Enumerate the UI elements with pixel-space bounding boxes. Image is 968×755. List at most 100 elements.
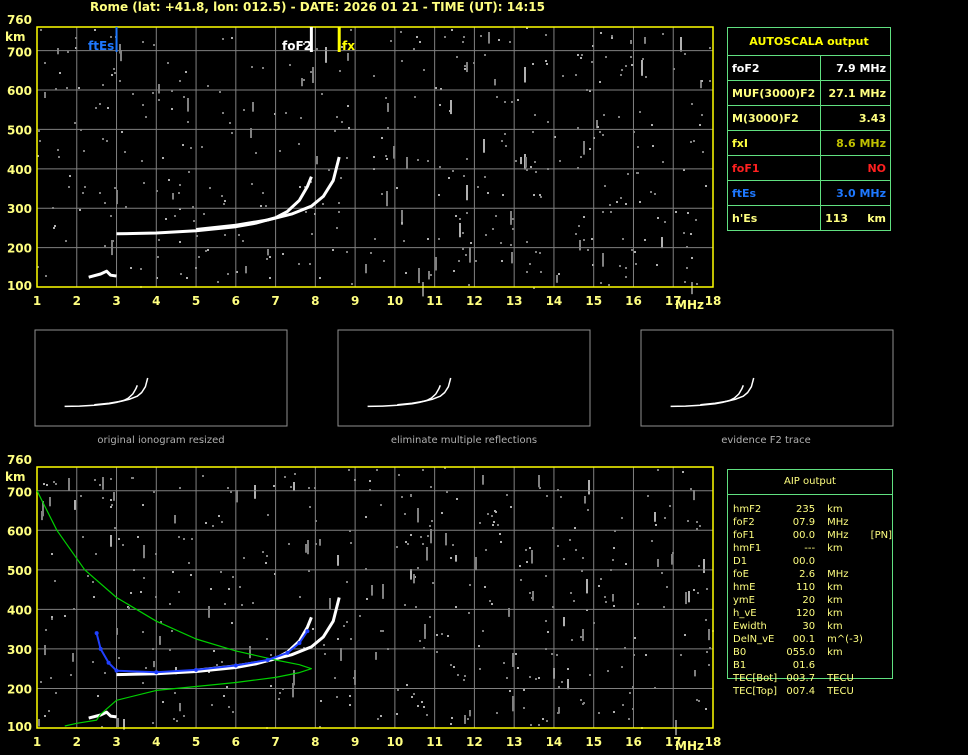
aip-output-panel: AIP output hmF2 235 km foF2 07.9 MHz foF1 00.0 M… xyxy=(727,469,893,697)
noise-dot xyxy=(500,242,502,244)
aip-row: ymE 20 km xyxy=(733,594,892,607)
y-tick-label: 600 xyxy=(7,84,32,98)
noise-dot xyxy=(427,238,429,240)
noise-dot xyxy=(630,42,632,44)
noise-dot xyxy=(322,203,324,205)
noise-dot xyxy=(448,177,450,179)
noise-dot xyxy=(608,284,610,286)
noise-dot xyxy=(196,235,198,237)
noise-dot xyxy=(680,37,682,52)
noise-dot xyxy=(53,481,55,483)
noise-dot xyxy=(526,561,528,563)
noise-dot xyxy=(664,517,666,519)
noise-dot xyxy=(312,628,314,630)
noise-dot xyxy=(684,281,686,283)
noise-dot xyxy=(365,264,367,274)
noise-dot xyxy=(596,120,598,129)
noise-dot xyxy=(140,591,142,593)
noise-dot xyxy=(501,140,503,142)
aip-cell xyxy=(871,672,892,685)
noise-dot xyxy=(491,515,493,517)
noise-dot xyxy=(688,591,690,603)
noise-dot xyxy=(376,469,378,471)
noise-dot xyxy=(430,529,432,544)
noise-dot xyxy=(510,244,512,246)
noise-dot xyxy=(220,571,222,573)
aip-row: foF2 07.9 MHz xyxy=(733,516,892,529)
noise-dot xyxy=(59,72,61,74)
aip-cell: TEC[Bot] xyxy=(733,673,778,684)
thumbnail-frame xyxy=(640,329,894,427)
noise-dot xyxy=(179,241,181,243)
noise-dot xyxy=(251,183,253,185)
noise-dot xyxy=(51,618,53,620)
noise-dot xyxy=(303,43,305,45)
x-tick-label: 1 xyxy=(33,294,41,308)
noise-dot xyxy=(310,181,312,183)
y-tick-label: 600 xyxy=(7,524,32,538)
noise-dot xyxy=(624,647,626,649)
noise-dot xyxy=(251,66,253,68)
noise-dot xyxy=(158,84,160,94)
noise-dot xyxy=(254,485,256,499)
noise-dot xyxy=(241,604,243,606)
noise-dot xyxy=(298,143,300,145)
autoscala-row: M(3000)F2 3.43 xyxy=(727,105,892,131)
noise-dot xyxy=(119,80,121,82)
noise-dot xyxy=(462,232,464,234)
noise-dot xyxy=(371,585,373,596)
noise-dot xyxy=(142,104,144,106)
aip-row: TEC[Top] 007.4 TECU xyxy=(733,685,892,698)
noise-dot xyxy=(45,275,47,277)
noise-dot xyxy=(274,113,276,115)
noise-dot xyxy=(339,70,341,72)
noise-dot xyxy=(82,192,84,194)
noise-dot xyxy=(451,29,453,31)
noise-dot xyxy=(123,719,125,730)
noise-dot xyxy=(613,605,615,607)
noise-dot xyxy=(684,634,686,636)
y-tick-label: 400 xyxy=(7,163,32,177)
noise-dot xyxy=(625,276,627,278)
noise-dot xyxy=(687,212,689,214)
noise-dot xyxy=(625,65,627,67)
noise-dot xyxy=(130,267,132,269)
noise-dot xyxy=(265,205,267,207)
aip-cell: ymE xyxy=(733,595,755,606)
noise-dot xyxy=(625,563,627,565)
noise-dot xyxy=(558,686,560,688)
noise-dot xyxy=(436,651,438,653)
noise-dot xyxy=(686,267,688,269)
aip-cell: km xyxy=(827,608,843,619)
noise-dot xyxy=(400,31,402,33)
noise-dot xyxy=(413,574,415,584)
noise-dot xyxy=(311,233,313,235)
noise-dot xyxy=(211,704,213,706)
noise-dot xyxy=(598,712,600,714)
noise-dot xyxy=(37,155,39,157)
x-tick-label: 3 xyxy=(112,294,120,308)
noise-dot xyxy=(546,495,548,497)
noise-dot xyxy=(690,488,692,490)
noise-dot xyxy=(230,491,232,493)
noise-dot xyxy=(110,478,112,480)
noise-dot xyxy=(228,706,230,708)
noise-dot xyxy=(350,542,352,544)
noise-dot xyxy=(111,504,113,506)
noise-dot xyxy=(506,677,508,679)
noise-dot xyxy=(205,522,207,524)
noise-dot xyxy=(657,559,659,567)
noise-dot xyxy=(298,263,300,265)
noise-dot xyxy=(107,107,109,109)
noise-dot xyxy=(484,54,486,56)
noise-dot xyxy=(332,249,334,251)
x-tick-label: 12 xyxy=(466,294,483,308)
noise-dot xyxy=(570,592,572,594)
noise-dot xyxy=(380,504,382,506)
noise-dot xyxy=(299,186,301,188)
aip-cell: km xyxy=(827,621,843,632)
aip-trace-line xyxy=(95,630,309,674)
noise-dot xyxy=(336,696,338,698)
noise-dot xyxy=(459,223,461,238)
noise-dot xyxy=(478,645,480,647)
